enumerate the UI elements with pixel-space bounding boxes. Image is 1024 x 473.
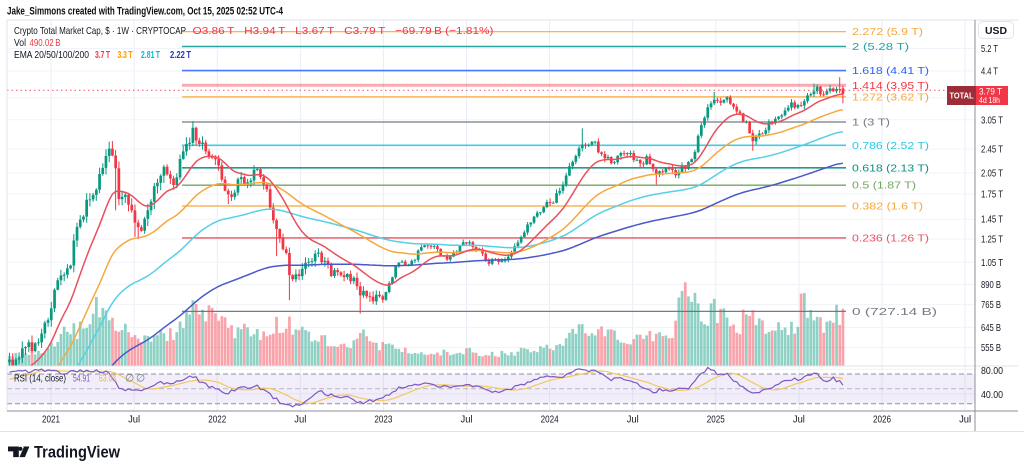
svg-text:2024: 2024 [541,414,559,426]
svg-text:3.3 T: 3.3 T [118,49,133,61]
svg-text:890 B: 890 B [981,279,1001,291]
svg-text:Vol: Vol [14,37,26,49]
svg-text:RSI (14, close): RSI (14, close) [14,373,66,385]
svg-text:2021: 2021 [42,414,60,426]
svg-text:490.02 B: 490.02 B [30,37,61,49]
svg-text:54.91: 54.91 [73,373,90,385]
svg-text:EMA 20/50/100/200: EMA 20/50/100/200 [14,49,89,61]
svg-text:0.5 (1.87 T): 0.5 (1.87 T) [852,180,916,192]
svg-text:Jake_Simmons created with Trad: Jake_Simmons created with TradingView.co… [7,6,284,18]
svg-text:Crypto Total Market Cap, $ · 1: Crypto Total Market Cap, $ · 1W · CRYPTO… [14,25,186,37]
svg-text:1.272 (3.62 T): 1.272 (3.62 T) [852,91,929,103]
svg-text:1 (3 T): 1 (3 T) [852,117,890,129]
svg-text:∅: ∅ [136,373,145,385]
svg-text:2.45 T: 2.45 T [981,144,1003,156]
svg-text:2.272 (5.9 T): 2.272 (5.9 T) [852,26,923,38]
svg-text:2025: 2025 [707,414,725,426]
svg-text:USD: USD [985,25,1007,37]
svg-text:0 (727.14 B): 0 (727.14 B) [852,306,937,318]
svg-text:1.618 (4.41 T): 1.618 (4.41 T) [852,65,929,77]
svg-text:4.4 T: 4.4 T [981,65,998,77]
svg-text:3.7 T: 3.7 T [95,49,110,61]
svg-text:TOTAL: TOTAL [950,91,974,100]
svg-text:2.22 T: 2.22 T [170,49,191,61]
svg-text:0.236 (1.26 T): 0.236 (1.26 T) [852,232,929,244]
svg-text:765 B: 765 B [981,299,1001,311]
svg-text:Jul: Jul [461,414,473,426]
svg-text:1.05 T: 1.05 T [981,257,1003,269]
svg-text:2.05 T: 2.05 T [981,167,1003,179]
svg-text:3.05 T: 3.05 T [981,114,1003,126]
svg-text:645 B: 645 B [981,322,1001,334]
svg-text:Jul: Jul [793,414,805,426]
svg-text:555 B: 555 B [981,342,1001,354]
svg-text:Jul: Jul [959,414,971,426]
svg-text:O3.86 T H3.94 T L3.67 T: O3.86 T H3.94 T L3.67 T C3.79 T −69.79 B… [193,25,494,37]
svg-text:1.75 T: 1.75 T [981,189,1003,201]
svg-text:∅: ∅ [125,373,134,385]
svg-text:3.79 T: 3.79 T [979,86,1002,97]
svg-text:2022: 2022 [208,414,226,426]
svg-text:1.25 T: 1.25 T [981,234,1003,246]
svg-text:0.786 (2.52 T): 0.786 (2.52 T) [852,140,929,152]
svg-text:TradingView: TradingView [34,444,120,462]
svg-text:5.2 T: 5.2 T [981,43,998,55]
svg-text:0.618 (2.13 T): 0.618 (2.13 T) [852,162,929,174]
svg-text:Jul: Jul [128,414,140,426]
svg-text:Jul: Jul [627,414,639,426]
svg-text:2023: 2023 [374,414,392,426]
svg-text:2026: 2026 [873,414,891,426]
svg-text:1.45 T: 1.45 T [981,214,1003,226]
svg-text:Jul: Jul [294,414,306,426]
svg-text:2 (5.28 T): 2 (5.28 T) [852,41,909,53]
svg-text:2.81 T: 2.81 T [141,49,160,61]
svg-text:0.382 (1.6 T): 0.382 (1.6 T) [852,201,923,213]
svg-text:1.414 (3.95 T): 1.414 (3.95 T) [852,80,929,92]
svg-text:63.08: 63.08 [99,373,116,385]
svg-text:80.00: 80.00 [981,365,1003,377]
svg-text:4d 18h: 4d 18h [979,95,1000,105]
svg-text:40.00: 40.00 [981,389,1003,401]
